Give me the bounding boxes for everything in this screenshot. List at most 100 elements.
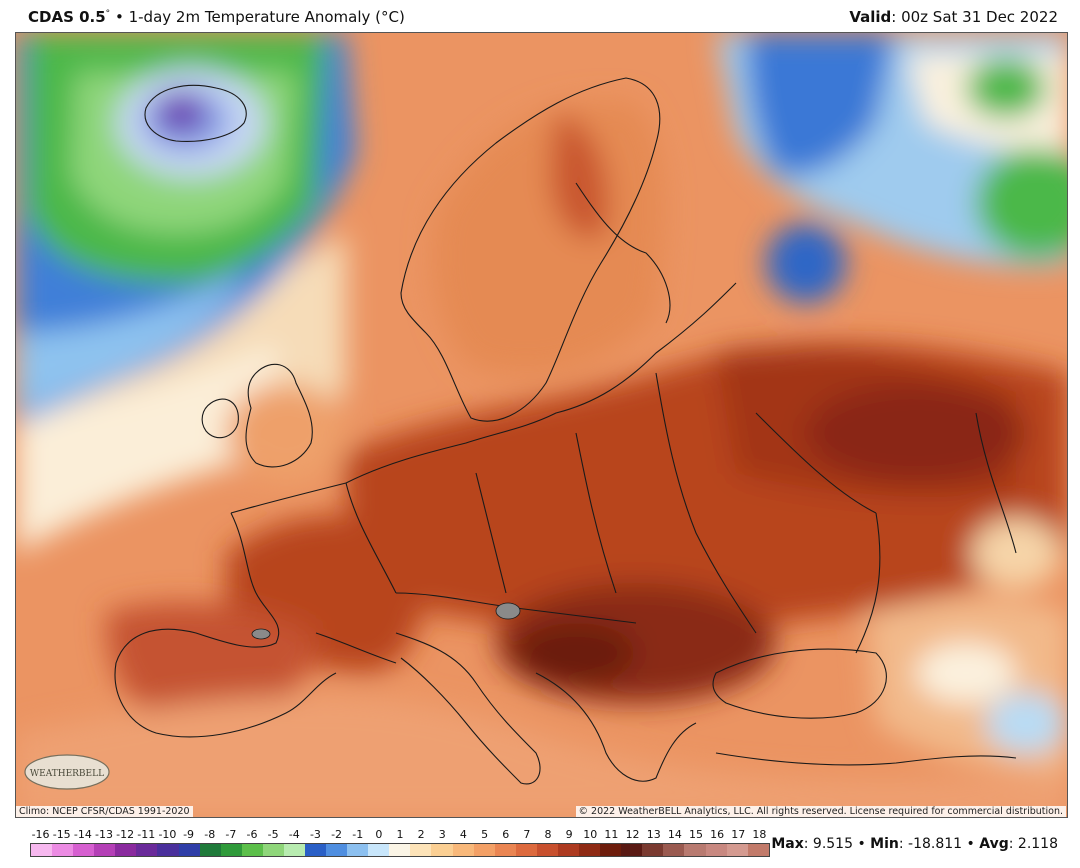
colorbar-tick-label: -9	[183, 828, 195, 841]
colorbar-tick-label: 2	[417, 828, 425, 841]
colorbar-swatch	[705, 844, 727, 856]
colorbar-tick-label: 11	[604, 828, 619, 841]
colorbar-swatch	[368, 844, 390, 856]
colorbar-swatch	[73, 844, 95, 856]
colorbar-swatch	[389, 844, 411, 856]
colorbar-swatch	[94, 844, 116, 856]
colorbar-swatch	[557, 844, 580, 856]
colorbar-tick-label: -2	[331, 828, 343, 841]
climo-credit: Climo: NCEP CFSR/CDAS 1991-2020	[16, 806, 193, 817]
valid-value: : 00z Sat 31 Dec 2022	[891, 8, 1058, 26]
colorbar-swatch	[452, 844, 474, 856]
colorbar-swatch	[31, 844, 53, 856]
colorbar-swatch	[136, 844, 158, 856]
colorbar-swatch	[220, 844, 242, 856]
colorbar-tick-label: -3	[309, 828, 321, 841]
colorbar-tick-label: 4	[459, 828, 467, 841]
colorbar-swatch	[157, 844, 179, 856]
colorbar-tick-label: 5	[481, 828, 489, 841]
colorbar-tick-label: 9	[565, 828, 573, 841]
colorbar-swatch	[515, 844, 537, 856]
colorbar-swatch	[536, 844, 558, 856]
colorbar-labels: -16 -15 -14 -13 -12 -11 -10 -9 -8 -7 -6 -5 -4 -3 -2 -1 0…	[30, 828, 770, 842]
colorbar-tick-label: -6	[246, 828, 258, 841]
colorbar-tick-label: -10	[158, 828, 177, 841]
stats-separator-2: •	[962, 836, 980, 852]
colorbar-tick-label: -13	[95, 828, 113, 841]
stats-summary: Max: 9.515 • Min: -18.811 • Avg: 2.118	[771, 836, 1058, 852]
colorbar-swatch	[283, 844, 306, 856]
colorbar-tick-label: 1	[396, 828, 404, 841]
colorbar-tick-label: 12	[625, 828, 640, 841]
colorbar-swatch	[747, 844, 769, 856]
map-canvas	[16, 33, 1067, 817]
colorbar-swatch	[199, 844, 221, 856]
colorbar-swatch	[52, 844, 74, 856]
coastlines	[114, 77, 1017, 785]
colorbar-tick-label: -4	[288, 828, 300, 841]
colorbar-tick-label: 15	[689, 828, 703, 841]
colorbar-swatch	[115, 844, 137, 856]
colorbar-tick-label: 8	[544, 828, 552, 841]
colorbar-swatch	[347, 844, 369, 856]
copyright-notice: © 2022 WeatherBELL Analytics, LLC. All r…	[575, 806, 1066, 817]
colorbar-tick-label: -7	[225, 828, 237, 841]
anomaly-map[interactable]	[15, 32, 1068, 818]
colorbar-tick-label: -16	[31, 828, 50, 841]
colorbar-tick-label: -8	[204, 828, 216, 841]
colorbar-tick-label: 6	[502, 828, 510, 841]
colorbar-swatch	[579, 844, 601, 856]
avg-label: Avg	[979, 836, 1009, 852]
colorbar-swatch	[431, 844, 453, 856]
colorbar-tick-label: 7	[523, 828, 531, 841]
colorbar-tick-label: -11	[137, 828, 156, 841]
colorbar-swatches	[30, 843, 770, 857]
title-separator: •	[114, 8, 124, 26]
colorbar-tick-label: 16	[710, 828, 725, 841]
valid-time: Valid: 00z Sat 31 Dec 2022	[849, 8, 1058, 26]
colorbar-swatch	[642, 844, 664, 856]
colorbar-tick-label: 0	[375, 828, 383, 841]
colorbar-swatch	[621, 844, 643, 856]
valid-label: Valid	[849, 8, 892, 26]
avg-value: : 2.118	[1008, 836, 1058, 852]
colorbar-swatch	[600, 844, 622, 856]
colorbar-swatch	[241, 844, 263, 856]
model-name: CDAS 0.5	[28, 8, 106, 26]
colorbar-tick-label: -15	[52, 828, 71, 841]
colorbar-tick-label: 13	[646, 828, 661, 841]
colorbar-tick-label: -12	[116, 828, 135, 841]
stats-separator-1: •	[853, 836, 871, 852]
colorbar-swatch	[410, 844, 432, 856]
min-value: : -18.811	[898, 836, 963, 852]
colorbar-legend: -16 -15 -14 -13 -12 -11 -10 -9 -8 -7 -6 -5 -4 -3 -2 -1 0…	[30, 828, 770, 858]
alpine-lake-mask	[495, 602, 521, 620]
anomaly-field	[16, 33, 1067, 817]
colorbar-swatch	[726, 844, 748, 856]
colorbar-swatch	[262, 844, 284, 856]
colorbar-swatch	[663, 844, 685, 856]
logo-text: WEATHERBELL	[30, 769, 104, 779]
iberia-mask	[251, 628, 271, 640]
product-name: 1-day 2m Temperature Anomaly (°C)	[128, 8, 405, 26]
colorbar-swatch	[326, 844, 348, 856]
colorbar-swatch	[305, 844, 327, 856]
colorbar-swatch	[473, 844, 495, 856]
colorbar-tick-label: 3	[438, 828, 446, 841]
colorbar-tick-label: -1	[352, 828, 364, 841]
degree-mark: °	[105, 9, 111, 19]
max-value: : 9.515	[803, 836, 853, 852]
colorbar-tick-label: 10	[583, 828, 598, 841]
colorbar-tick-label: 17	[731, 828, 746, 841]
colorbar-tick-label: 18	[752, 828, 767, 841]
weatherbell-logo: WEATHERBELL	[24, 754, 110, 790]
colorbar-swatch	[178, 844, 200, 856]
colorbar-swatch	[684, 844, 706, 856]
min-label: Min	[870, 836, 899, 852]
colorbar-tick-label: -5	[267, 828, 279, 841]
map-title: CDAS 0.5° • 1-day 2m Temperature Anomaly…	[28, 8, 405, 26]
colorbar-tick-label: 14	[667, 828, 682, 841]
colorbar-swatch	[494, 844, 516, 856]
colorbar-tick-label: -14	[73, 828, 92, 841]
max-label: Max	[771, 836, 804, 852]
